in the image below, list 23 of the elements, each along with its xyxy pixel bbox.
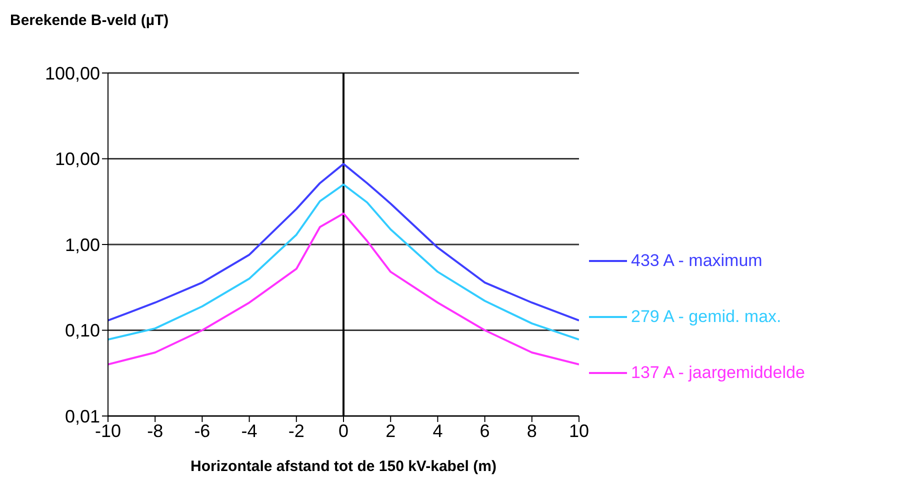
line-series	[108, 162, 579, 322]
x-tick-label: -4	[241, 420, 258, 441]
line-series	[108, 184, 579, 341]
x-tick-label: -6	[194, 420, 210, 441]
x-tick-label: 0	[338, 420, 349, 441]
line-series	[108, 212, 579, 366]
y-tick-label: 100,00	[44, 63, 100, 84]
x-tick-label: 6	[480, 420, 490, 441]
y-tick-label: 10,00	[54, 149, 100, 170]
y-tick-label: 0,10	[64, 320, 100, 341]
x-tick-label: -2	[288, 420, 304, 441]
legend-label: 279 A - gemid. max.	[631, 306, 782, 326]
legend-label: 433 A - maximum	[631, 250, 762, 270]
y-tick-label: 1,00	[64, 234, 100, 255]
x-tick-label: 10	[568, 420, 590, 441]
x-tick-label: 2	[386, 420, 396, 441]
x-tick-label: -8	[147, 420, 164, 441]
x-tick-label: 4	[432, 420, 443, 441]
y-axis-title: Berekende B-veld (µT)	[10, 12, 169, 29]
x-axis-title: Horizontale afstand tot de 150 kV-kabel (m)	[190, 458, 496, 475]
legend-label: 137 A - jaargemiddelde	[631, 362, 805, 382]
y-tick-label: 0,01	[64, 406, 100, 426]
x-tick-label: 8	[526, 420, 537, 441]
